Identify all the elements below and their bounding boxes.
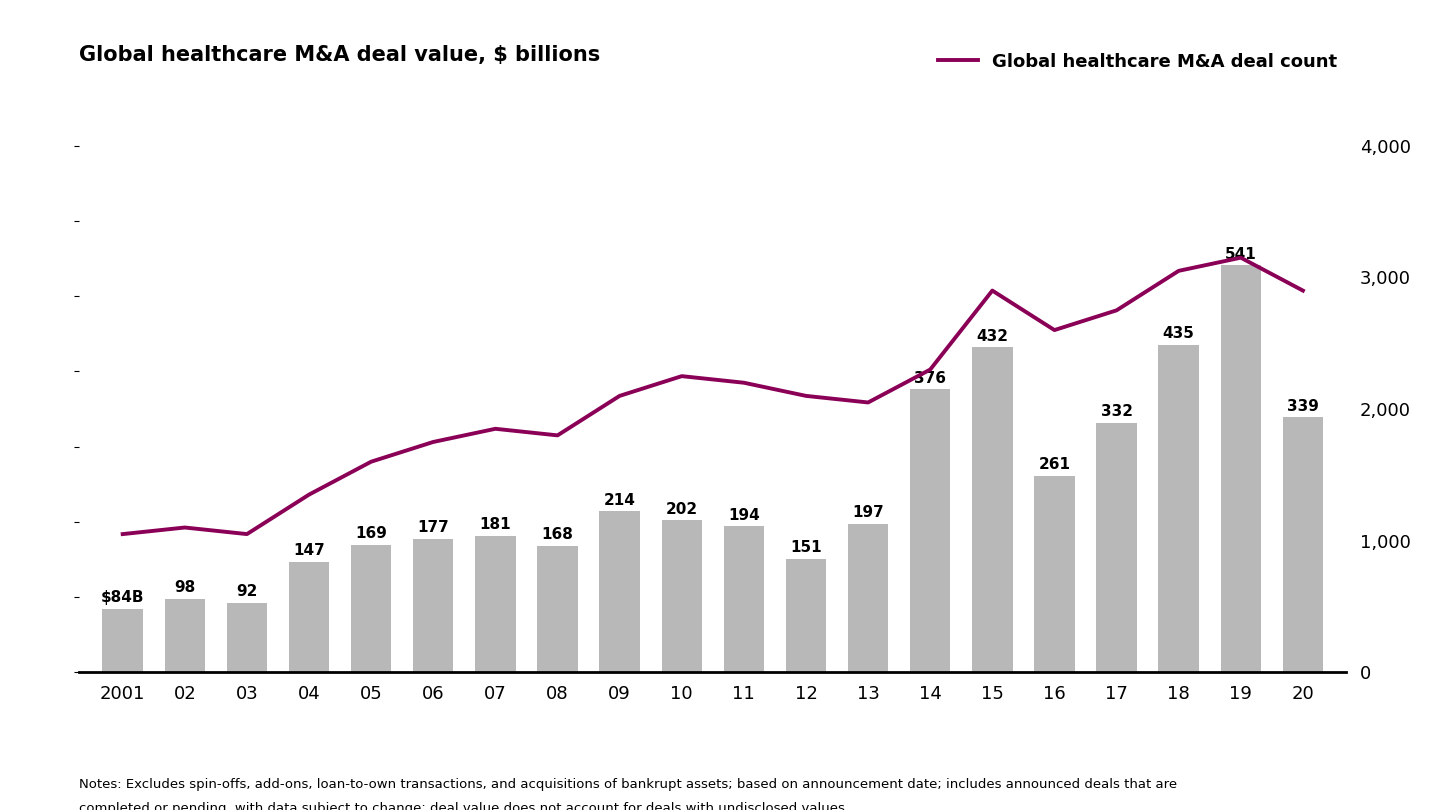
Text: 181: 181 bbox=[480, 518, 511, 532]
Text: Global healthcare M&A deal value, $ billions: Global healthcare M&A deal value, $ bill… bbox=[79, 45, 600, 65]
Text: 151: 151 bbox=[791, 540, 822, 555]
Text: 197: 197 bbox=[852, 505, 884, 520]
Text: 169: 169 bbox=[356, 526, 387, 541]
Bar bbox=[1096, 423, 1136, 672]
Bar bbox=[661, 520, 701, 672]
Text: 92: 92 bbox=[236, 584, 258, 599]
Text: 214: 214 bbox=[603, 492, 635, 508]
Bar bbox=[413, 539, 454, 672]
Bar bbox=[226, 603, 266, 672]
Text: 376: 376 bbox=[914, 371, 946, 386]
Text: 339: 339 bbox=[1287, 399, 1319, 414]
Bar bbox=[786, 559, 827, 672]
Bar bbox=[910, 390, 950, 672]
Text: completed or pending, with data subject to change; deal value does not account f: completed or pending, with data subject … bbox=[79, 802, 845, 810]
Text: 177: 177 bbox=[418, 520, 449, 535]
Bar bbox=[164, 599, 204, 672]
Bar bbox=[1221, 266, 1261, 672]
Bar bbox=[289, 562, 330, 672]
Bar bbox=[102, 609, 143, 672]
Text: 202: 202 bbox=[665, 501, 698, 517]
Text: 435: 435 bbox=[1162, 326, 1195, 341]
Text: 432: 432 bbox=[976, 329, 1008, 343]
Bar bbox=[599, 511, 639, 672]
Bar bbox=[848, 524, 888, 672]
Text: 332: 332 bbox=[1100, 404, 1133, 419]
Text: 541: 541 bbox=[1225, 246, 1257, 262]
Bar bbox=[475, 536, 516, 672]
Bar bbox=[1034, 476, 1074, 672]
Legend: Global healthcare M&A deal count: Global healthcare M&A deal count bbox=[930, 45, 1345, 79]
Text: $84B: $84B bbox=[101, 590, 144, 605]
Text: 147: 147 bbox=[294, 543, 325, 558]
Bar bbox=[537, 546, 577, 672]
Bar bbox=[972, 347, 1012, 672]
Bar bbox=[1283, 417, 1323, 672]
Bar bbox=[1159, 345, 1200, 672]
Bar bbox=[351, 545, 392, 672]
Bar bbox=[724, 526, 765, 672]
Text: 98: 98 bbox=[174, 580, 196, 595]
Text: 261: 261 bbox=[1038, 457, 1070, 472]
Text: 194: 194 bbox=[729, 508, 760, 522]
Text: Notes: Excludes spin-offs, add-ons, loan-to-own transactions, and acquisitions o: Notes: Excludes spin-offs, add-ons, loan… bbox=[79, 778, 1178, 791]
Text: 168: 168 bbox=[541, 527, 573, 542]
